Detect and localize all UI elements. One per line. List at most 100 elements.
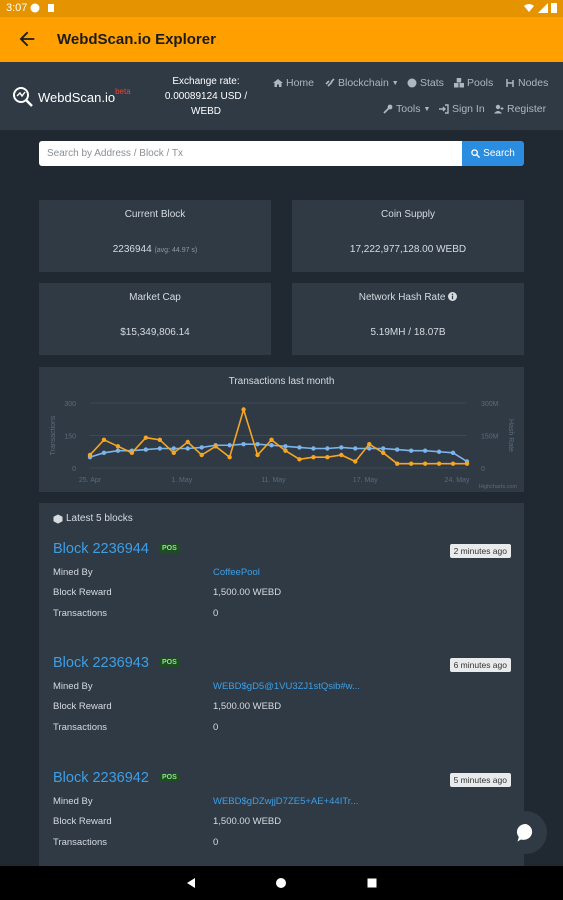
nav-home[interactable]: Home (273, 77, 314, 89)
current-block-number: 2236944 (112, 244, 152, 255)
series-point-hash-rate (339, 445, 344, 450)
series-point-transactions (241, 407, 246, 412)
globe-icon (407, 78, 417, 88)
series-point-hash-rate (367, 446, 372, 451)
mined-by-label: Mined By (53, 567, 93, 578)
search-button-label: Search (483, 148, 515, 159)
market-cap-card: Market Cap $15,349,806.14 (39, 283, 271, 355)
block-name-link[interactable]: Block 2236943 (53, 655, 149, 671)
exchange-rate-label: Exchange rate: (172, 76, 240, 87)
nav-signin[interactable]: Sign In (439, 103, 485, 115)
nav-blockchain[interactable]: Blockchain ▼ (325, 77, 399, 89)
hash-rate-label-row: Network Hash Rate (292, 292, 524, 303)
coin-supply-label: Coin Supply (381, 209, 435, 220)
series-point-transactions (464, 461, 470, 466)
nav-tools[interactable]: Tools ▼ (383, 103, 430, 115)
series-point-hash-rate (394, 447, 400, 452)
transactions-chart: 0 150 300 0 150M 300M Transactions Hash Rate 25.… (50, 401, 517, 490)
series-point-transactions (143, 435, 149, 440)
miner-link[interactable]: WEBD$gD5@1VU3ZJ1stQsib#w... (213, 681, 360, 692)
series-point-transactions (101, 437, 107, 443)
nav-nodes-label: Nodes (518, 77, 549, 89)
latest-blocks-title: Latest 5 blocks (66, 513, 133, 524)
nav-register[interactable]: Register (494, 103, 546, 115)
block-reward-label: Block Reward (53, 816, 112, 827)
series-point-hash-rate (241, 441, 246, 447)
current-block-label: Current Block (124, 209, 186, 220)
transactions-value: 0 (213, 837, 219, 848)
nav-stats[interactable]: Stats (407, 77, 444, 89)
nav-pools[interactable]: Pools (454, 77, 493, 89)
series-point-hash-rate (311, 446, 316, 451)
block-reward-label: Block Reward (53, 587, 112, 598)
block-reward-value: 1,500.00 WEBD (213, 816, 282, 827)
block-name-link[interactable]: Block 2236944 (53, 541, 149, 557)
site-logo[interactable]: WebdScan.io beta (12, 86, 131, 108)
series-point-transactions (297, 457, 302, 462)
y2-tick-label: 300M (481, 401, 499, 408)
exchange-rate-unit: WEBD (191, 106, 221, 117)
series-point-hash-rate (381, 446, 386, 451)
home-icon (273, 79, 283, 87)
series-line-transactions (89, 406, 467, 465)
series-point-transactions (367, 441, 372, 447)
miner-link[interactable]: WEBD$gDZwjjD7ZE5+AE+44ITr... (213, 796, 359, 807)
user-plus-icon (494, 104, 504, 114)
series-point-hash-rate (227, 443, 232, 448)
transactions-label: Transactions (53, 722, 108, 733)
site-navbar (0, 62, 563, 130)
cube-icon (53, 514, 63, 524)
x-tick-label: 17. May (353, 477, 378, 484)
series-point-transactions (450, 461, 456, 466)
miner-link[interactable]: CoffeePool (213, 567, 260, 578)
search-input[interactable] (39, 141, 462, 166)
search-button[interactable]: Search (462, 141, 524, 166)
y2-axis-label: Hash Rate (507, 419, 514, 452)
beta-badge: beta (115, 86, 131, 96)
series-point-transactions (269, 437, 274, 443)
x-tick-label: 25. Apr (79, 477, 102, 484)
series-point-transactions (87, 452, 93, 458)
chevron-down-icon: ▼ (423, 105, 431, 113)
status-time: 3:07 (6, 2, 28, 14)
series-point-transactions (311, 454, 316, 460)
wrench-icon (383, 104, 393, 114)
wifi-icon (524, 4, 534, 12)
status-bar: 3:07 (0, 0, 563, 17)
series-point-transactions (325, 454, 330, 460)
mined-by-label: Mined By (53, 681, 93, 692)
transactions-label: Transactions (53, 608, 108, 619)
nav-nodes[interactable]: Nodes (505, 77, 548, 89)
block-reward-value: 1,500.00 WEBD (213, 701, 282, 712)
latest-blocks-header: Latest 5 blocks (53, 513, 133, 524)
series-line-hash-rate (89, 443, 468, 463)
time-ago-badge: 2 minutes ago (449, 544, 511, 558)
back-triangle-icon[interactable] (185, 877, 197, 889)
chat-button[interactable] (504, 811, 547, 854)
series-point-hash-rate (143, 447, 149, 452)
block-reward-value: 1,500.00 WEBD (213, 587, 282, 598)
series-point-hash-rate (269, 443, 274, 448)
coin-supply-card: Coin Supply 17,222,977,128.00 WEBD (292, 200, 524, 272)
nav-pools-label: Pools (467, 77, 494, 89)
series-point-transactions (199, 452, 204, 458)
nav-home-label: Home (286, 77, 315, 89)
info-icon[interactable] (448, 292, 458, 301)
series-point-transactions (339, 452, 344, 458)
y2-tick-label: 0 (481, 466, 485, 473)
pos-badge: POS (159, 658, 180, 667)
pos-badge: POS (159, 544, 180, 553)
back-arrow-icon[interactable] (16, 28, 38, 50)
series-point-hash-rate (408, 448, 414, 453)
series-point-hash-rate (157, 446, 163, 451)
series-point-hash-rate (171, 446, 176, 451)
block-name-link[interactable]: Block 2236942 (53, 770, 149, 786)
x-tick-label: 1. May (171, 477, 193, 484)
home-circle-icon[interactable] (275, 877, 287, 889)
current-block-value: 2236944 (avg: 44.97 s) (39, 244, 271, 255)
signal-icon (538, 3, 548, 13)
current-block-card: Current Block 2236944 (avg: 44.97 s) (39, 200, 271, 272)
hash-rate-card: Network Hash Rate 5.19MH / 18.07B (292, 283, 524, 355)
series-point-transactions (436, 461, 442, 466)
recents-square-icon[interactable] (366, 877, 378, 889)
